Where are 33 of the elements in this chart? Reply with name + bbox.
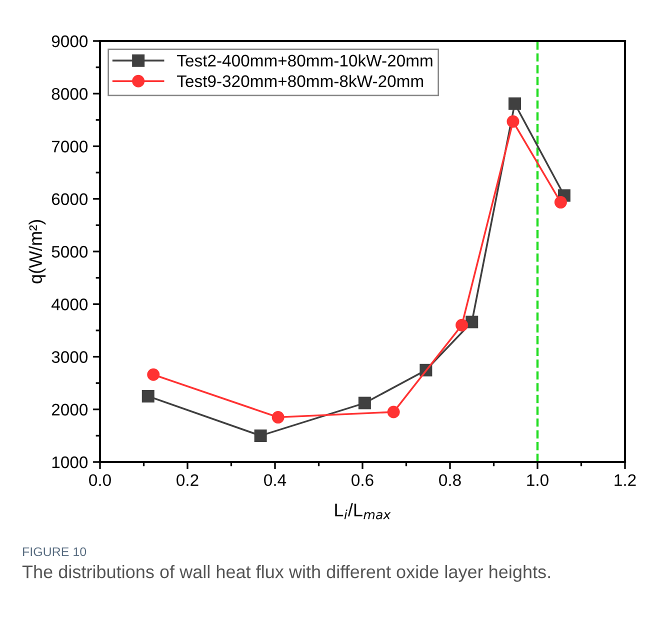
y-tick-label: 1000 <box>52 456 88 468</box>
point <box>508 97 521 110</box>
x-tick-label: 0.6 <box>352 474 374 486</box>
y-tick-label: 4000 <box>52 298 88 310</box>
caption: FIGURE 10 <box>23 547 86 556</box>
y-axis-title: q(W/m²) <box>28 220 46 284</box>
y-tick-label: 7000 <box>52 140 88 152</box>
point <box>272 411 284 424</box>
y-tick-label: 2000 <box>52 404 88 416</box>
point <box>254 429 267 442</box>
y-tick-label: 8000 <box>52 88 88 100</box>
point <box>358 396 371 410</box>
point <box>466 316 478 328</box>
y-tick-label: 6000 <box>52 193 88 206</box>
point <box>147 368 160 381</box>
x-tick-label: 0.2 <box>176 474 198 486</box>
y-tick-label: 5000 <box>52 246 88 258</box>
x-axis-title: L$_{i}$/L$_{max}$ <box>335 503 391 520</box>
point <box>456 318 468 332</box>
legend-label: Test9-320mm+80mm-8kW-20mm <box>177 74 424 88</box>
point <box>142 390 154 402</box>
legend-label: Test2-400mm+80mm-10kW-20mm <box>177 54 432 67</box>
point <box>554 196 567 209</box>
text: The distributions of wall heat flux with different oxide layer heights. <box>22 565 550 582</box>
x-tick-label: 0.4 <box>264 474 286 486</box>
x-tick-label: 0.8 <box>439 474 461 486</box>
x-tick-label: 0.0 <box>89 474 111 486</box>
x-tick-label: 1.2 <box>614 474 636 486</box>
y-tick-label: 3000 <box>52 351 88 363</box>
point <box>387 406 400 418</box>
point <box>506 115 520 128</box>
y-tick-label: 9000 <box>52 35 88 48</box>
x-tick-label: 1.0 <box>527 474 548 486</box>
